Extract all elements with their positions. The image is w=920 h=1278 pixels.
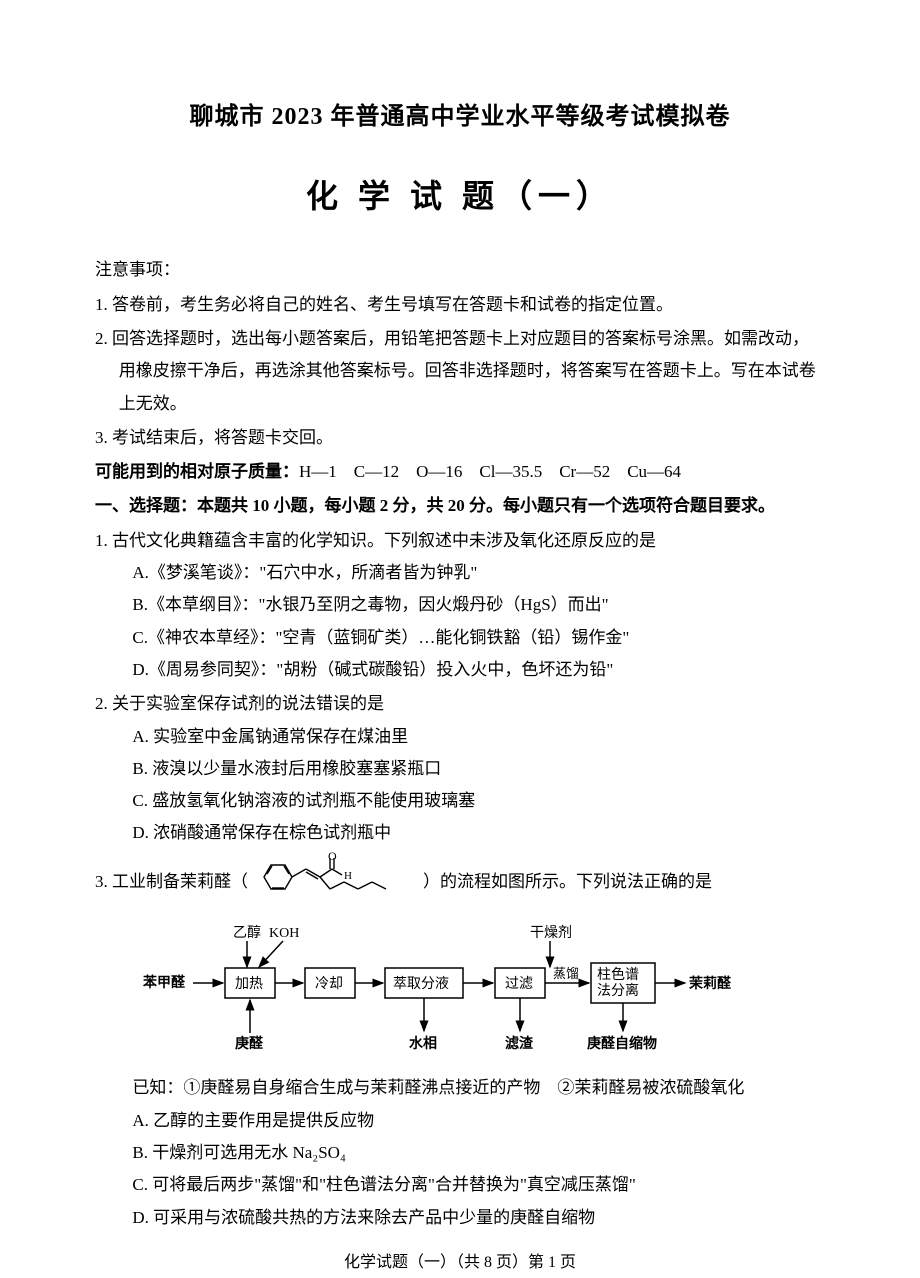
q3-stem-prefix: 3. 工业制备茉莉醛（ bbox=[95, 866, 248, 898]
notice-header: 注意事项： bbox=[95, 254, 825, 286]
q1-option-a: A.《梦溪笔谈》："石穴中水，所滴者皆为钟乳" bbox=[95, 557, 825, 589]
label-jasmine: 茉莉醛 bbox=[689, 975, 732, 992]
q3-option-b: B. 干燥剂可选用无水 Na₂SO₄ bbox=[95, 1137, 825, 1169]
q2-option-b: B. 液溴以少量水液封后用橡胶塞塞紧瓶口 bbox=[95, 753, 825, 785]
notice-item: 3. 考试结束后，将答题卡交回。 bbox=[95, 422, 825, 454]
q3-option-c: C. 可将最后两步"蒸馏"和"柱色谱法分离"合并替换为"真空减压蒸馏" bbox=[95, 1169, 825, 1201]
atomic-mass-values: H—1 C—12 O—16 Cl—35.5 Cr—52 Cu—64 bbox=[299, 462, 681, 481]
q3-stem: 3. 工业制备茉莉醛（ bbox=[95, 852, 825, 913]
q2-option-c: C. 盛放氢氧化钠溶液的试剂瓶不能使用玻璃塞 bbox=[95, 785, 825, 817]
q1-option-b: B.《本草纲目》："水银乃至阴之毒物，因火煅丹砂（HgS）而出" bbox=[95, 589, 825, 621]
section-1-header: 一、选择题：本题共 10 小题，每小题 2 分，共 20 分。每小题只有一个选项… bbox=[95, 490, 825, 522]
atomic-mass-label: 可能用到的相对原子质量： bbox=[95, 462, 299, 481]
notice-item: 1. 答卷前，考生务必将自己的姓名、考生号填写在答题卡和试卷的指定位置。 bbox=[95, 289, 825, 321]
question-1: 1. 古代文化典籍蕴含丰富的化学知识。下列叙述中未涉及氧化还原反应的是 A.《梦… bbox=[95, 525, 825, 686]
q1-stem: 1. 古代文化典籍蕴含丰富的化学知识。下列叙述中未涉及氧化还原反应的是 bbox=[95, 525, 825, 557]
atom-o: O bbox=[328, 852, 337, 863]
q2-option-d: D. 浓硝酸通常保存在棕色试剂瓶中 bbox=[95, 817, 825, 849]
box-extract: 萃取分液 bbox=[393, 976, 449, 992]
process-flowchart: 乙醇 KOH 干燥剂 苯甲醛 加热 冷却 萃取分液 bbox=[135, 923, 825, 1064]
jasmine-aldehyde-structure: O H bbox=[248, 852, 423, 913]
q3-stem-suffix: ）的流程如图所示。下列说法正确的是 bbox=[423, 866, 712, 898]
exam-title: 聊城市 2023 年普通高中学业水平等级考试模拟卷 bbox=[95, 95, 825, 141]
label-water-phase: 水相 bbox=[409, 1035, 437, 1052]
label-residue: 滤渣 bbox=[505, 1035, 534, 1052]
atomic-mass-line: 可能用到的相对原子质量：H—1 C—12 O—16 Cl—35.5 Cr—52 … bbox=[95, 456, 825, 488]
label-distill: 蒸馏 bbox=[553, 966, 579, 981]
box-column-l1: 柱色谱 bbox=[597, 966, 639, 983]
question-2: 2. 关于实验室保存试剂的说法错误的是 A. 实验室中金属钠通常保存在煤油里 B… bbox=[95, 688, 825, 849]
q3-option-a: A. 乙醇的主要作用是提供反应物 bbox=[95, 1105, 825, 1137]
q3-option-d: D. 可采用与浓硫酸共热的方法来除去产品中少量的庚醛自缩物 bbox=[95, 1202, 825, 1234]
label-heptanal-self: 庚醛自缩物 bbox=[587, 1035, 657, 1052]
atom-h: H bbox=[344, 870, 352, 882]
label-dryer: 干燥剂 bbox=[530, 925, 572, 941]
subject-title: 化 学 试 题（一） bbox=[95, 166, 825, 227]
question-3: 3. 工业制备茉莉醛（ bbox=[95, 852, 825, 1234]
box-cool: 冷却 bbox=[315, 976, 343, 992]
label-heptanal: 庚醛 bbox=[235, 1035, 264, 1052]
q2-option-a: A. 实验室中金属钠通常保存在煤油里 bbox=[95, 721, 825, 753]
label-benzaldehyde: 苯甲醛 bbox=[142, 974, 186, 991]
box-filter: 过滤 bbox=[505, 976, 533, 992]
label-ethanol: 乙醇 bbox=[233, 924, 261, 941]
notice-item: 2. 回答选择题时，选出每小题答案后，用铅笔把答题卡上对应题目的答案标号涂黑。如… bbox=[95, 323, 825, 420]
box-column-l2: 法分离 bbox=[597, 982, 639, 999]
page-footer: 化学试题（一）（共 8 页）第 1 页 bbox=[95, 1248, 825, 1278]
box-heat: 加热 bbox=[235, 976, 263, 992]
label-koh: KOH bbox=[269, 926, 299, 941]
q1-option-c: C.《神农本草经》："空青（蓝铜矿类）…能化铜铁豁（铅）锡作金" bbox=[95, 622, 825, 654]
q1-option-d: D.《周易参同契》："胡粉（碱式碳酸铅）投入火中，色坏还为铅" bbox=[95, 654, 825, 686]
q3-known: 已知：①庚醛易自身缩合生成与茉莉醛沸点接近的产物 ②茉莉醛易被浓硫酸氧化 bbox=[95, 1072, 825, 1104]
q2-stem: 2. 关于实验室保存试剂的说法错误的是 bbox=[95, 688, 825, 720]
